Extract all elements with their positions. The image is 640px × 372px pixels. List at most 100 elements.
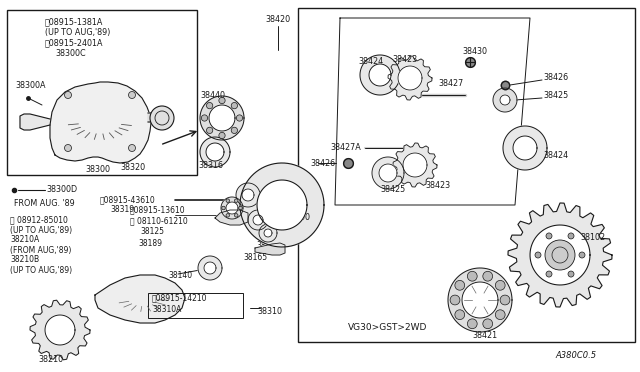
Circle shape	[129, 144, 136, 151]
Text: 38154: 38154	[255, 230, 279, 238]
Text: VG30>GST>2WD: VG30>GST>2WD	[348, 324, 428, 333]
Circle shape	[207, 102, 212, 109]
Circle shape	[535, 252, 541, 258]
Circle shape	[65, 92, 72, 99]
Text: 38310: 38310	[257, 308, 282, 317]
Circle shape	[467, 271, 477, 281]
Circle shape	[150, 106, 174, 130]
Text: 38430: 38430	[462, 48, 487, 57]
Polygon shape	[393, 143, 437, 187]
Text: (FROM AUG,'89): (FROM AUG,'89)	[10, 246, 72, 254]
Polygon shape	[200, 96, 244, 140]
Circle shape	[500, 295, 510, 305]
Circle shape	[219, 97, 225, 104]
Circle shape	[129, 92, 136, 99]
Text: 38125: 38125	[140, 228, 164, 237]
Text: Ⓑ 08110-61210: Ⓑ 08110-61210	[130, 217, 188, 225]
Circle shape	[219, 132, 225, 139]
Circle shape	[483, 271, 493, 281]
Text: 38210B: 38210B	[10, 256, 39, 264]
Circle shape	[234, 214, 238, 217]
Polygon shape	[95, 275, 185, 323]
Polygon shape	[379, 164, 397, 182]
Circle shape	[221, 206, 225, 210]
Circle shape	[495, 310, 505, 320]
Polygon shape	[372, 157, 404, 189]
Polygon shape	[530, 225, 590, 285]
Bar	[148, 293, 243, 318]
Text: 38426: 38426	[543, 74, 568, 83]
Circle shape	[545, 240, 575, 270]
Polygon shape	[369, 64, 391, 86]
Bar	[298, 8, 635, 342]
Text: 38425: 38425	[380, 186, 405, 195]
Circle shape	[568, 271, 574, 277]
Polygon shape	[257, 180, 307, 230]
Text: (UP TO AUG,'89): (UP TO AUG,'89)	[10, 266, 72, 275]
Text: 38426: 38426	[310, 158, 335, 167]
Circle shape	[467, 319, 477, 329]
Text: 38420: 38420	[265, 16, 290, 25]
Text: 38210A: 38210A	[10, 235, 39, 244]
Text: 38319: 38319	[110, 205, 134, 215]
Polygon shape	[209, 105, 235, 131]
Polygon shape	[200, 137, 230, 167]
Text: 38100: 38100	[285, 214, 310, 222]
Polygon shape	[448, 268, 512, 332]
Circle shape	[546, 271, 552, 277]
Text: 38300: 38300	[85, 166, 110, 174]
Polygon shape	[221, 197, 243, 219]
Text: 38310A: 38310A	[152, 305, 181, 314]
Text: Ⓥ08915-14210: Ⓥ08915-14210	[152, 294, 207, 302]
Text: 38423: 38423	[392, 55, 417, 64]
Circle shape	[65, 144, 72, 151]
Circle shape	[207, 127, 212, 134]
Text: 38140: 38140	[168, 272, 192, 280]
Polygon shape	[259, 224, 277, 242]
Polygon shape	[264, 229, 272, 237]
Text: 38300D: 38300D	[46, 186, 77, 195]
Circle shape	[568, 233, 574, 239]
Circle shape	[546, 233, 552, 239]
Polygon shape	[403, 153, 427, 177]
Circle shape	[226, 199, 230, 202]
Polygon shape	[248, 210, 268, 230]
Circle shape	[455, 310, 465, 320]
Polygon shape	[198, 256, 222, 280]
Text: Ⓥ08915-13610: Ⓥ08915-13610	[130, 205, 186, 215]
Circle shape	[483, 319, 493, 329]
Polygon shape	[215, 210, 248, 225]
Polygon shape	[45, 315, 75, 345]
Text: 38424: 38424	[358, 58, 383, 67]
Polygon shape	[206, 143, 224, 161]
Polygon shape	[253, 215, 263, 225]
Text: 38421: 38421	[472, 330, 497, 340]
Circle shape	[226, 214, 230, 217]
Polygon shape	[50, 82, 151, 163]
Polygon shape	[255, 243, 285, 255]
Text: 38424: 38424	[543, 151, 568, 160]
Polygon shape	[20, 114, 50, 130]
Polygon shape	[503, 126, 547, 170]
Text: 38189: 38189	[138, 238, 162, 247]
Polygon shape	[240, 163, 324, 247]
Text: 38427: 38427	[438, 80, 463, 89]
Polygon shape	[204, 262, 216, 274]
Text: (UP TO AUG,'89): (UP TO AUG,'89)	[45, 28, 110, 36]
Text: 38165: 38165	[243, 253, 267, 263]
Text: 38316: 38316	[198, 160, 223, 170]
Circle shape	[455, 280, 465, 290]
Text: 38120: 38120	[256, 241, 280, 250]
Polygon shape	[493, 88, 517, 112]
Text: 38102: 38102	[580, 234, 605, 243]
Text: 38300A: 38300A	[15, 80, 45, 90]
Circle shape	[236, 115, 243, 121]
Circle shape	[234, 199, 238, 202]
Text: FROM AUG. '89: FROM AUG. '89	[14, 199, 75, 208]
Text: 38427A: 38427A	[330, 144, 361, 153]
Text: A380C0.5: A380C0.5	[555, 350, 596, 359]
Text: 38151: 38151	[252, 177, 276, 186]
Polygon shape	[388, 56, 432, 100]
Text: Ⓥ08915-43610: Ⓥ08915-43610	[100, 196, 156, 205]
Polygon shape	[226, 202, 238, 214]
